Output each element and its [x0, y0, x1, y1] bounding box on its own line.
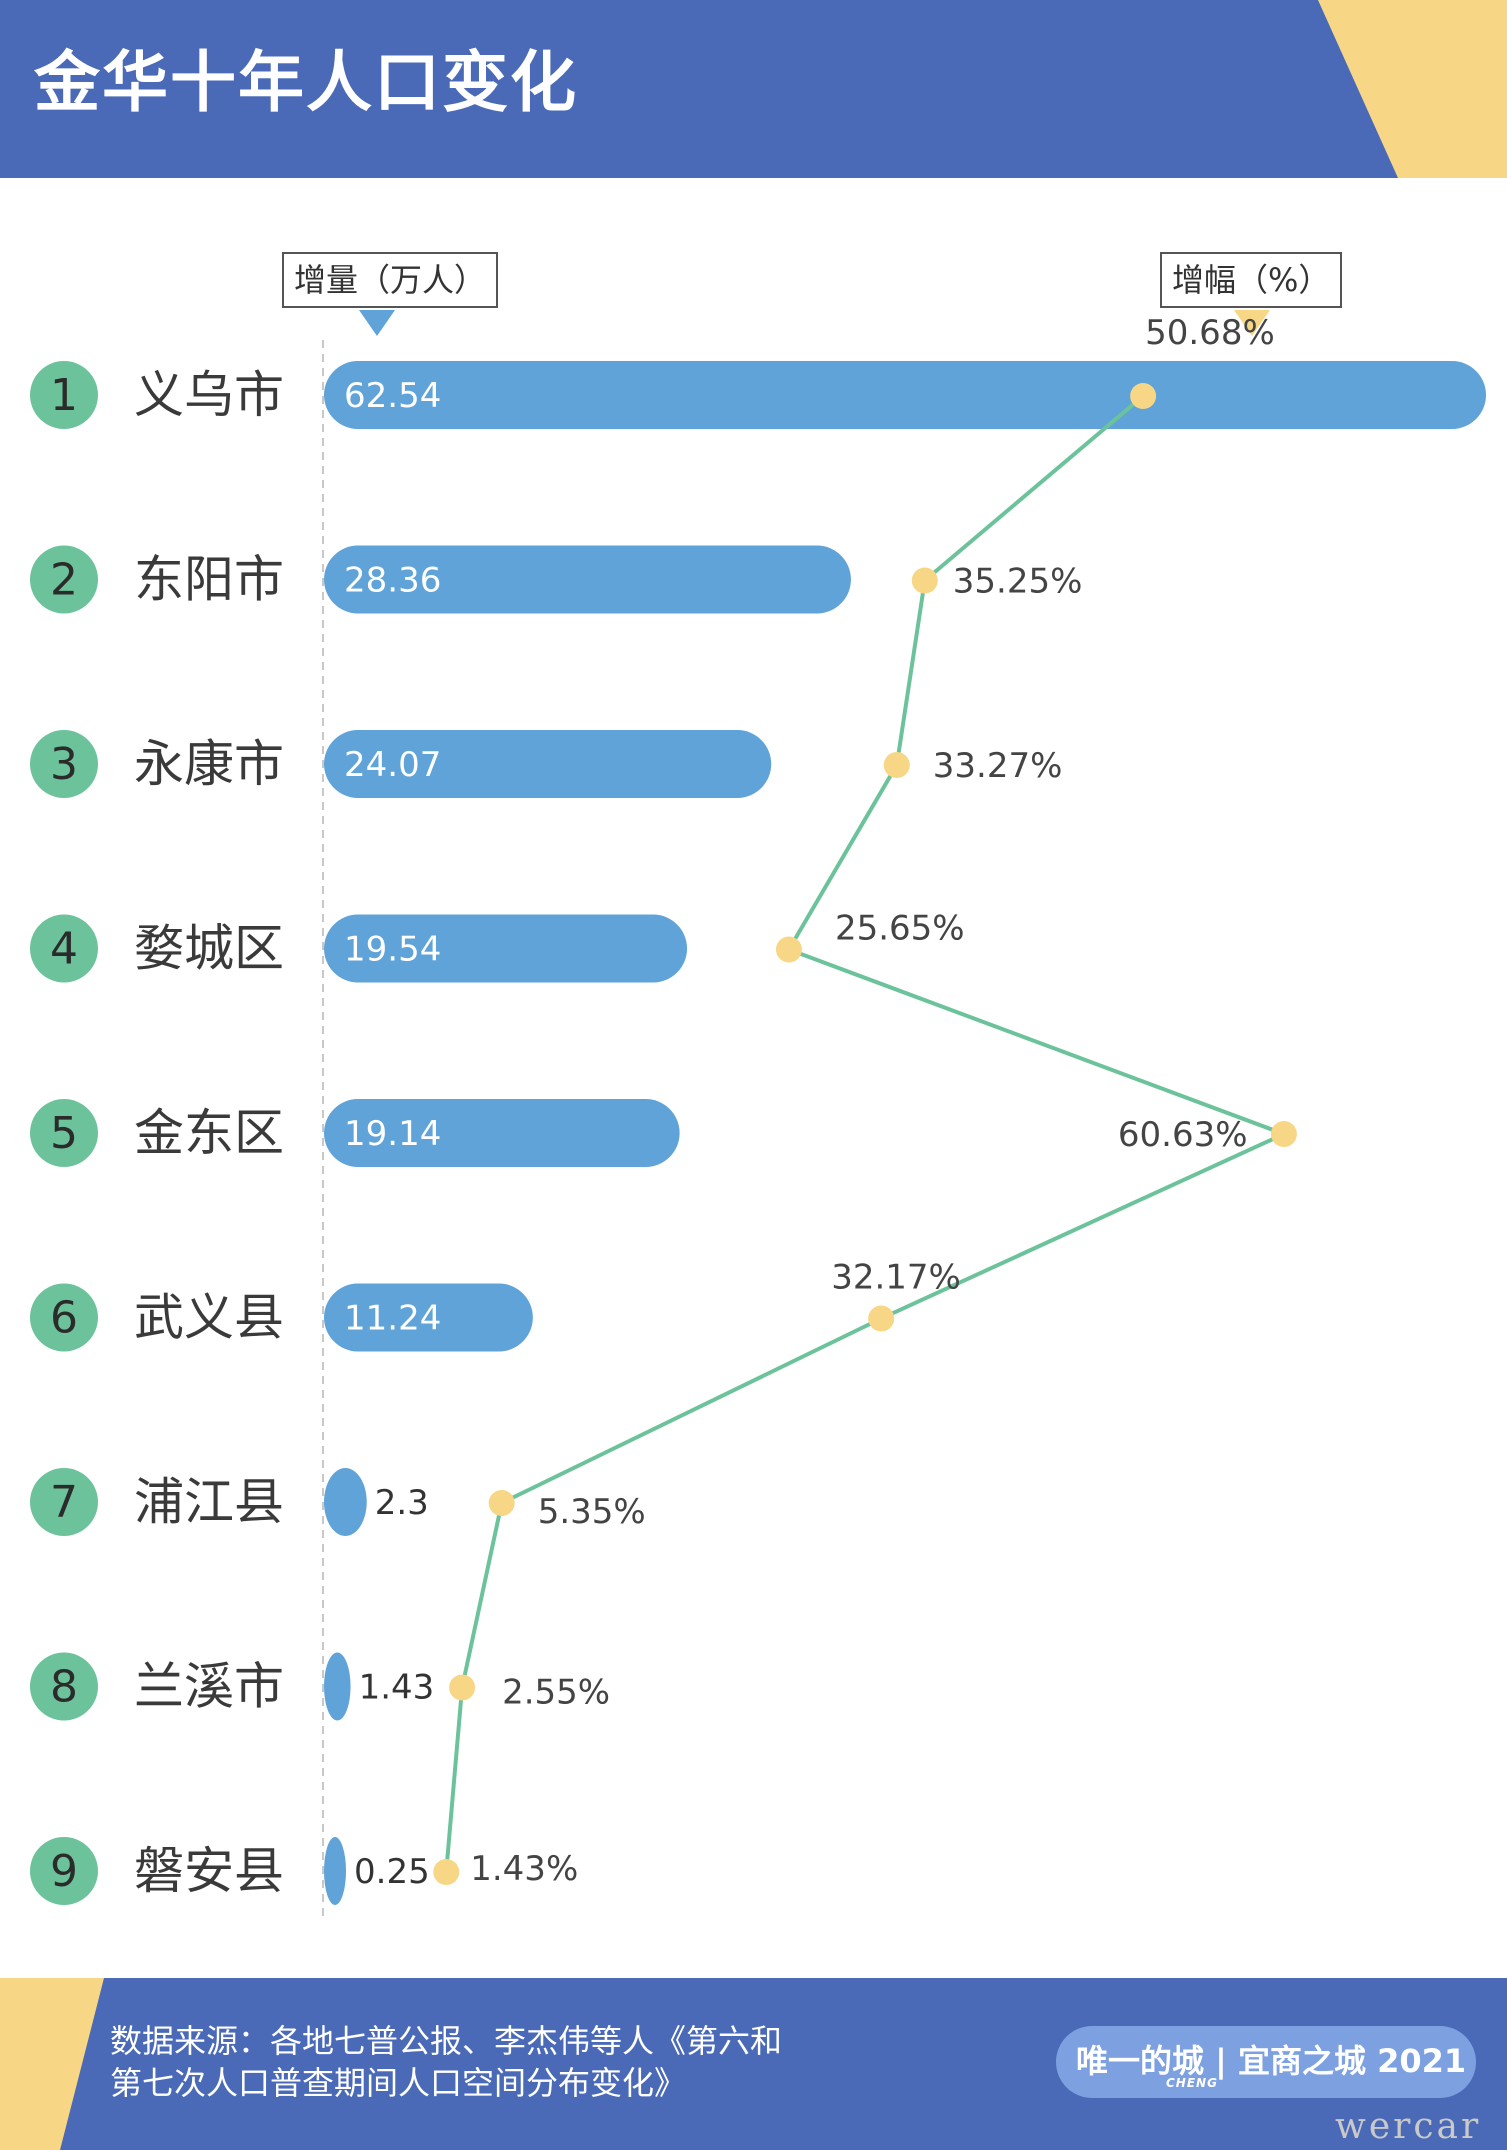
- increase-value-label: 19.14: [344, 1114, 441, 1154]
- growth-point: [488, 1490, 515, 1516]
- growth-point: [1270, 1121, 1297, 1147]
- growth-value-label: 35.25%: [953, 562, 1083, 602]
- rank-number: 9: [50, 1846, 78, 1897]
- region-label: 义乌市: [134, 366, 284, 424]
- increase-value-label: 24.07: [344, 745, 441, 785]
- watermark: wercar: [1335, 2106, 1482, 2147]
- increase-bar: [324, 1283, 533, 1352]
- growth-value-label: 50.68%: [1145, 313, 1275, 353]
- increase-bar: [324, 1468, 367, 1536]
- header-band: [0, 0, 1507, 178]
- growth-point: [433, 1859, 460, 1885]
- rank-number: 8: [50, 1662, 78, 1713]
- region-label: 金东区: [134, 1104, 284, 1162]
- rank-number: 2: [50, 555, 78, 606]
- growth-value-label: 25.65%: [835, 909, 965, 949]
- data-source-note: 数据来源：各地七普公报、李杰伟等人《第六和 第七次人口普查期间人口空间分布变化》: [110, 2020, 930, 2104]
- region-label: 武义县: [134, 1289, 284, 1347]
- growth-point: [883, 752, 910, 778]
- rank-number: 7: [50, 1477, 78, 1528]
- rank-badge: [30, 361, 98, 429]
- header-accent-shape: [1318, 0, 1507, 178]
- increase-value-label: 1.43: [359, 1668, 435, 1708]
- increase-value-label: 0.25: [354, 1852, 430, 1892]
- growth-value-label: 32.17%: [831, 1258, 961, 1298]
- rank-badge: [30, 914, 98, 983]
- increase-legend-label: 增量（万人）: [282, 252, 499, 308]
- growth-point: [911, 567, 938, 594]
- increase-value-label: 28.36: [344, 561, 441, 601]
- increase-bar: [324, 1837, 346, 1905]
- region-label: 浦江县: [134, 1473, 284, 1531]
- rank-number: 4: [50, 924, 78, 975]
- brand-badge: 唯一的城 | 宜商之城 2021 CHENG: [1056, 2026, 1476, 2098]
- increase-bar: [324, 1652, 351, 1721]
- growth-legend-label: 增幅（%）: [1160, 252, 1343, 308]
- increase-bar: [324, 730, 772, 798]
- increase-value-label: 11.24: [344, 1299, 441, 1339]
- region-label: 婺城区: [134, 920, 284, 978]
- rank-badge: [30, 1652, 98, 1721]
- rank-badge: [30, 1283, 98, 1352]
- rank-badge: [30, 730, 98, 798]
- region-label: 东阳市: [134, 551, 284, 609]
- increase-bar: [324, 914, 688, 983]
- increase-value-label: 2.3: [375, 1483, 429, 1523]
- growth-value-label: 2.55%: [502, 1673, 610, 1713]
- rank-badge: [30, 1099, 98, 1167]
- growth-value-label: 1.43%: [470, 1849, 578, 1889]
- rank-badge: [30, 1468, 98, 1536]
- increase-bar: [324, 361, 1486, 429]
- growth-legend-arrow: [1234, 310, 1270, 336]
- increase-value-label: 19.54: [344, 930, 441, 970]
- rank-number: 5: [50, 1108, 78, 1159]
- brand-slogan: 唯一的城 | 宜商之城 2021: [1076, 2042, 1467, 2080]
- footer-accent-shape: [0, 1978, 104, 2150]
- increase-legend-arrow: [359, 310, 395, 336]
- growth-value-label: 60.63%: [1118, 1115, 1248, 1155]
- growth-point: [775, 936, 802, 963]
- increase-bar: [324, 545, 851, 614]
- growth-point: [449, 1674, 476, 1701]
- rank-badge: [30, 1837, 98, 1905]
- increase-bar: [324, 1099, 680, 1167]
- growth-value-label: 5.35%: [538, 1492, 646, 1532]
- rank-number: 3: [50, 739, 78, 790]
- region-label: 永康市: [134, 735, 284, 793]
- rank-badge: [30, 545, 98, 614]
- increase-value-label: 62.54: [344, 376, 441, 416]
- region-label: 磐安县: [134, 1842, 284, 1900]
- rank-number: 1: [50, 370, 78, 421]
- rank-number: 6: [50, 1293, 78, 1344]
- growth-point: [1130, 383, 1157, 409]
- growth-value-label: 33.27%: [933, 746, 1063, 786]
- page-title: 金华十年人口变化: [34, 44, 578, 121]
- brand-subtext: CHENG: [1166, 2076, 1218, 2090]
- source-line-1: 数据来源：各地七普公报、李杰伟等人《第六和: [110, 2022, 783, 2060]
- source-line-2: 第七次人口普查期间人口空间分布变化》: [110, 2064, 687, 2102]
- growth-point: [868, 1305, 895, 1332]
- region-label: 兰溪市: [134, 1658, 284, 1716]
